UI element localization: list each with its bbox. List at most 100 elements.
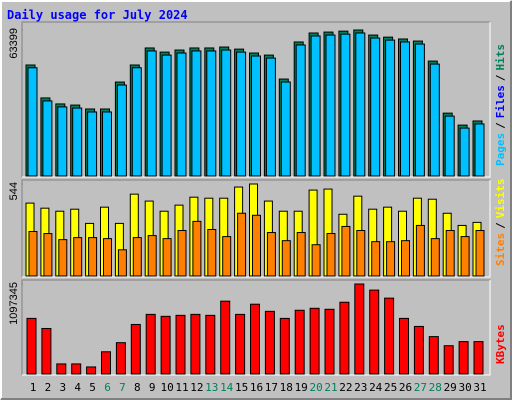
- bar: [429, 63, 440, 177]
- plot-bevel: [22, 280, 491, 376]
- legend: Sites / Visits: [494, 179, 507, 267]
- bar: [176, 52, 187, 177]
- x-tick-label: 6: [104, 381, 111, 394]
- x-tick-label: 23: [354, 381, 367, 394]
- x-tick-label: 3: [59, 381, 66, 394]
- x-tick-label: 1: [30, 381, 37, 394]
- bar: [430, 238, 440, 277]
- y-tick-label: 544: [8, 182, 20, 200]
- x-tick-label: 8: [134, 381, 141, 394]
- bar: [458, 341, 469, 375]
- bar: [341, 225, 351, 277]
- bar: [252, 214, 261, 277]
- x-tick-label: 29: [444, 381, 457, 394]
- bar: [354, 283, 365, 375]
- bar: [385, 39, 396, 177]
- x-tick-label: 14: [220, 381, 234, 394]
- bar: [191, 50, 202, 177]
- legend-entry: Sites: [494, 233, 507, 266]
- bar: [325, 34, 336, 177]
- bar: [281, 240, 291, 277]
- bar: [26, 317, 37, 375]
- bar: [326, 233, 336, 277]
- bar: [73, 237, 83, 277]
- bar: [309, 307, 320, 375]
- x-tick-label: 4: [74, 381, 81, 394]
- bar: [265, 57, 276, 177]
- legend-separator: /: [494, 74, 507, 81]
- plot-bevel: [22, 180, 491, 278]
- x-tick-label: 10: [160, 381, 173, 394]
- bar: [474, 123, 485, 177]
- x-tick-label: 28: [429, 381, 442, 394]
- x-tick-label: 13: [205, 381, 218, 394]
- bar: [132, 237, 142, 277]
- bar: [207, 228, 217, 277]
- bar: [162, 238, 172, 277]
- bar: [175, 314, 186, 375]
- x-tick-label: 2: [45, 381, 52, 394]
- bar: [413, 325, 424, 375]
- bar: [324, 308, 335, 375]
- bar: [399, 317, 409, 375]
- bar: [266, 232, 276, 277]
- bar: [264, 310, 275, 375]
- bar: [190, 313, 201, 375]
- bar: [460, 236, 470, 277]
- bar: [443, 345, 454, 375]
- plot-bevel: [22, 22, 491, 178]
- bar: [251, 55, 261, 177]
- bar: [475, 230, 485, 277]
- bar: [101, 351, 111, 375]
- x-tick-label: 12: [190, 381, 203, 394]
- bar: [236, 51, 247, 177]
- bar: [145, 313, 156, 375]
- bar: [311, 244, 321, 277]
- bar: [250, 303, 260, 375]
- bar: [56, 363, 67, 375]
- bar: [115, 342, 126, 375]
- bar: [116, 84, 127, 177]
- bar: [28, 231, 38, 277]
- bar: [161, 54, 172, 177]
- bar: [340, 33, 351, 177]
- x-tick-label: 27: [414, 381, 427, 394]
- bar: [473, 341, 484, 375]
- bar: [279, 317, 290, 375]
- x-tick-label: 21: [324, 381, 337, 394]
- bar: [205, 314, 216, 375]
- x-tick-label: 16: [250, 381, 263, 394]
- bar: [71, 363, 82, 375]
- bar: [384, 297, 395, 375]
- bar: [42, 100, 53, 177]
- bar: [310, 35, 321, 177]
- bar: [415, 224, 425, 277]
- bar: [103, 238, 112, 277]
- bar: [41, 327, 52, 375]
- x-tick-label: 5: [89, 381, 96, 394]
- x-tick-label: 11: [175, 381, 188, 394]
- bar: [339, 301, 350, 375]
- chart-title: Daily usage for July 2024: [7, 8, 188, 22]
- legend: Pages / Files / Hits: [494, 44, 507, 166]
- bar: [192, 220, 202, 277]
- legend-separator: /: [494, 122, 507, 129]
- bar: [88, 237, 98, 277]
- bar: [146, 50, 157, 177]
- bar: [280, 81, 291, 177]
- bar: [160, 315, 171, 375]
- bar: [87, 111, 98, 177]
- legend-entry: Visits: [494, 179, 507, 219]
- legend-entry: Hits: [494, 44, 507, 71]
- bar: [117, 249, 127, 277]
- legend: KBytes: [494, 324, 507, 364]
- x-tick-label: 22: [339, 381, 352, 394]
- bar: [445, 230, 455, 277]
- legend-separator: /: [494, 222, 507, 229]
- x-tick-label: 31: [473, 381, 486, 394]
- x-tick-label: 24: [369, 381, 383, 394]
- x-tick-label: 9: [149, 381, 156, 394]
- bar: [57, 106, 68, 177]
